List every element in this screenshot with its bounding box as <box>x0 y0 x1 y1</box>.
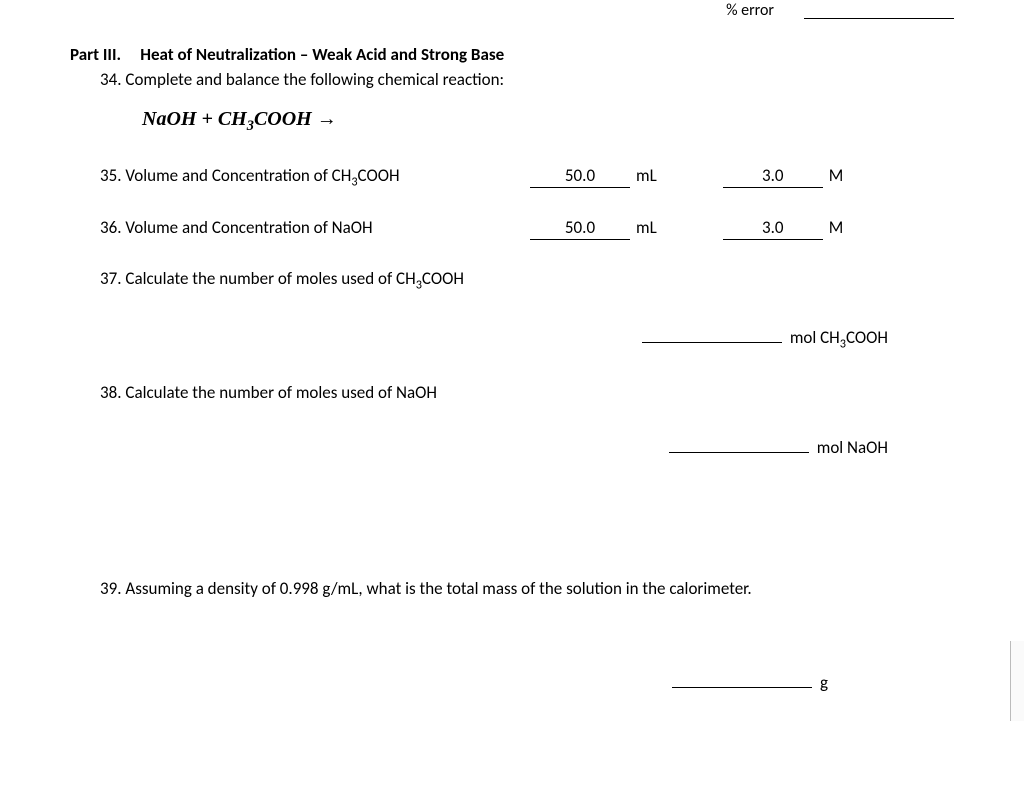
part-title: Heat of Neutralization – Weak Acid and S… <box>140 44 504 65</box>
q38-answer-blank[interactable] <box>669 435 809 454</box>
q39-answer-row: g <box>70 669 834 693</box>
question-38: 38. Calculate the number of moles used o… <box>100 382 954 403</box>
q39-answer-blank[interactable] <box>672 669 812 688</box>
part-heading: Part III. Heat of Neutralization – Weak … <box>70 44 954 65</box>
q37-answer-unit: mol CH3COOH <box>790 327 888 351</box>
side-thumbnail-sliver <box>1010 641 1024 721</box>
q37-answer-row: mol CH3COOH <box>70 324 894 351</box>
q37-suffix: COOH <box>422 268 464 289</box>
q36-label: 36. Volume and Concentration of NaOH <box>100 217 530 238</box>
q36-unit-ml: mL <box>636 217 657 238</box>
q36-conc-blank[interactable]: 3.0 <box>723 217 823 240</box>
question-35: 35. Volume and Concentration of CH3COOH … <box>100 165 954 189</box>
q38-text: Calculate the number of moles used of Na… <box>125 382 437 403</box>
question-39: 39. Assuming a density of 0.998 g/mL, wh… <box>100 578 954 599</box>
q37-text: Calculate the number of moles used of CH <box>125 268 415 289</box>
q35-label: 35. Volume and Concentration of CH3COOH <box>100 165 530 189</box>
top-cutoff-row: % error <box>70 0 954 24</box>
q39-text: Assuming a density of 0.998 g/mL, what i… <box>125 578 751 599</box>
q38-answer-unit: mol NaOH <box>817 437 888 458</box>
q36-unit-m: M <box>829 217 844 238</box>
question-37: 37. Calculate the number of moles used o… <box>100 268 954 292</box>
question-36: 36. Volume and Concentration of NaOH 50.… <box>100 217 954 240</box>
q35-unit-m: M <box>829 165 844 186</box>
q36-text: Volume and Concentration of NaOH <box>125 217 372 238</box>
q34-number: 34. <box>100 69 122 90</box>
percent-error-blank[interactable] <box>804 0 954 19</box>
q35-conc-blank[interactable]: 3.0 <box>723 165 823 188</box>
part-label: Part III. <box>70 44 121 65</box>
q38-number: 38. <box>100 382 122 403</box>
worksheet-page: % error Part III. Heat of Neutralization… <box>0 0 1024 693</box>
q38-answer-row: mol NaOH <box>70 435 894 459</box>
q35-number: 35. <box>100 165 122 186</box>
q37-number: 37. <box>100 268 122 289</box>
q35-volume-blank[interactable]: 50.0 <box>530 165 630 188</box>
q34-text: Complete and balance the following chemi… <box>125 69 504 90</box>
q36-volume-blank[interactable]: 50.0 <box>530 217 630 240</box>
q36-number: 36. <box>100 217 122 238</box>
q35-suffix: COOH <box>358 165 400 186</box>
q39-number: 39. <box>100 578 122 599</box>
question-34: 34. Complete and balance the following c… <box>100 69 954 90</box>
percent-error-label: % error <box>726 1 774 20</box>
q39-answer-unit: g <box>820 672 828 693</box>
q35-text: Volume and Concentration of CH <box>125 165 351 186</box>
q35-unit-ml: mL <box>636 165 657 186</box>
chemical-equation: NaOH + CH3COOH → <box>142 108 954 135</box>
q37-answer-blank[interactable] <box>642 324 782 343</box>
